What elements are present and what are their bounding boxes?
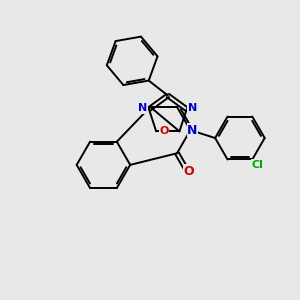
Text: N: N [188, 103, 197, 113]
Text: O: O [184, 165, 194, 178]
Text: O: O [159, 126, 169, 136]
Text: N: N [138, 103, 148, 113]
Text: Cl: Cl [251, 160, 263, 170]
Text: N: N [187, 124, 197, 136]
